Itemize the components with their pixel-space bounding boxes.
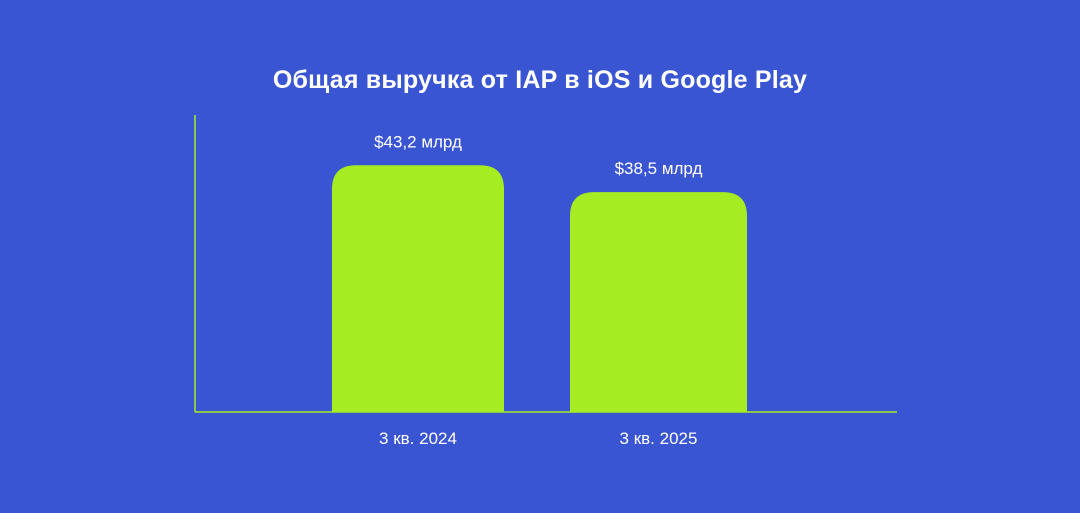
bar-1	[332, 165, 504, 412]
x-tick-label-2: 3 кв. 2025	[620, 429, 698, 448]
bar-2	[570, 192, 747, 412]
x-tick-label-1: 3 кв. 2024	[379, 429, 457, 448]
value-label-2: $38,5 млрд	[615, 159, 703, 178]
value-label-1: $43,2 млрд	[374, 132, 462, 151]
chart-title: Общая выручка от IAP в iOS и Google Play	[272, 66, 808, 94]
